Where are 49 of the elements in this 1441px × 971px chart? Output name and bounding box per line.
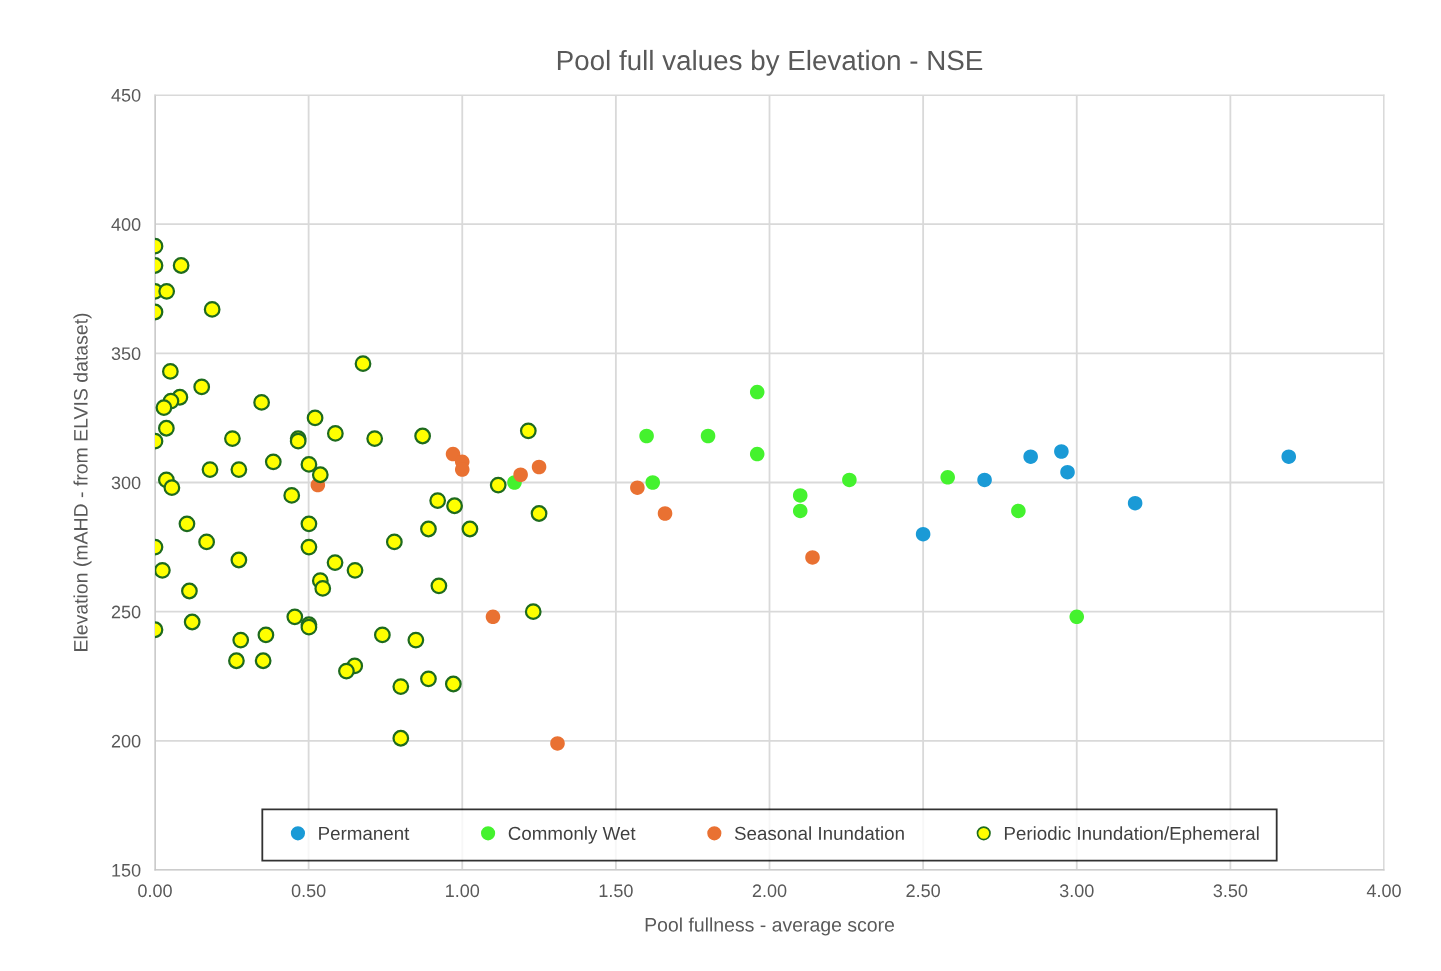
point: [940, 470, 955, 485]
point: [630, 480, 645, 495]
y-tick-label: 400: [111, 218, 141, 231]
legend-label: Periodic Inundation/Ephemeral: [1004, 826, 1259, 844]
x-tick-label: 1.50: [599, 884, 633, 898]
point: [445, 446, 461, 462]
point: [792, 488, 808, 503]
point: [1069, 609, 1085, 625]
point: [977, 472, 992, 488]
x-tick-label: 3.50: [1213, 884, 1248, 898]
legend-label: Commonly Wet: [508, 826, 636, 844]
point: [749, 446, 765, 462]
x-tick-label: 0.00: [138, 884, 172, 898]
x-tick-label: 4.00: [1366, 884, 1401, 898]
legend-label: Permanent: [319, 826, 410, 841]
point: [657, 506, 673, 521]
point: [1054, 444, 1069, 459]
y-tick-label: 150: [112, 863, 141, 877]
point: [485, 609, 501, 625]
point: [1060, 464, 1075, 480]
point: [639, 428, 654, 444]
point: [805, 550, 820, 565]
x-tick-label: 3.00: [1059, 884, 1094, 898]
x-tick-label: 2.00: [752, 884, 787, 898]
point: [1011, 503, 1026, 519]
point: [700, 428, 716, 444]
x-tick-label: 0.50: [291, 884, 326, 898]
y-axis-title: Elevation (mAHD - from ELVIS dataset): [73, 313, 92, 651]
legend-label: Seasonal Inundation: [734, 826, 904, 841]
y-tick-label: 350: [111, 347, 141, 361]
point: [792, 503, 808, 519]
y-tick-label: 300: [111, 476, 141, 490]
x-tick-label: 1.00: [446, 884, 480, 898]
point: [531, 459, 547, 475]
y-tick-label: 450: [111, 88, 141, 102]
x-axis-title: Pool fullness - average score: [645, 917, 895, 936]
point: [550, 736, 565, 751]
y-tick-label: 200: [111, 734, 141, 748]
point: [645, 475, 661, 490]
x-tick-label: 2.50: [906, 884, 940, 898]
point: [915, 526, 931, 542]
point: [1023, 449, 1038, 464]
chart-title: Pool full values by Elevation - NSE: [557, 49, 983, 76]
y-tick-label: 250: [111, 605, 141, 619]
point: [842, 472, 857, 488]
point: [513, 467, 528, 483]
point: [1127, 495, 1143, 511]
point: [749, 384, 765, 400]
point: [1281, 449, 1297, 464]
